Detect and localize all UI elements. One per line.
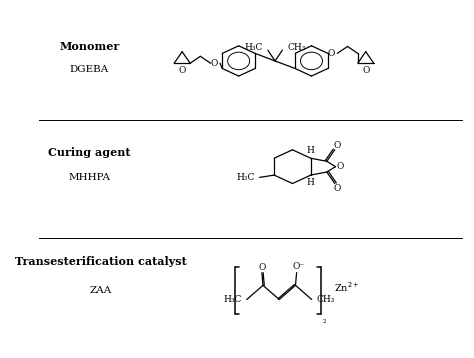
Text: MHHPA: MHHPA xyxy=(68,173,110,182)
Text: ₂: ₂ xyxy=(323,316,326,325)
Text: CH₃: CH₃ xyxy=(287,43,306,52)
Text: DGEBA: DGEBA xyxy=(70,65,109,74)
Text: Transesterification catalyst: Transesterification catalyst xyxy=(15,256,186,267)
Text: O: O xyxy=(328,49,335,58)
Text: O: O xyxy=(210,59,218,68)
Text: O: O xyxy=(178,66,186,75)
Text: O⁻: O⁻ xyxy=(292,262,304,271)
Text: H₃C: H₃C xyxy=(223,295,242,304)
Text: Monomer: Monomer xyxy=(59,41,119,52)
Text: Curing agent: Curing agent xyxy=(48,147,131,158)
Text: ZAA: ZAA xyxy=(90,286,111,295)
Text: O: O xyxy=(336,162,344,171)
Text: H: H xyxy=(306,178,314,187)
Text: O: O xyxy=(333,141,341,150)
Text: H₃C: H₃C xyxy=(244,43,263,52)
Text: O: O xyxy=(362,66,369,75)
Text: Zn$^{2+}$: Zn$^{2+}$ xyxy=(334,281,359,295)
Text: O: O xyxy=(259,263,266,272)
Text: O: O xyxy=(333,184,341,193)
Text: H: H xyxy=(306,146,314,155)
Text: CH₃: CH₃ xyxy=(317,295,335,304)
Text: H₃C: H₃C xyxy=(236,173,255,182)
